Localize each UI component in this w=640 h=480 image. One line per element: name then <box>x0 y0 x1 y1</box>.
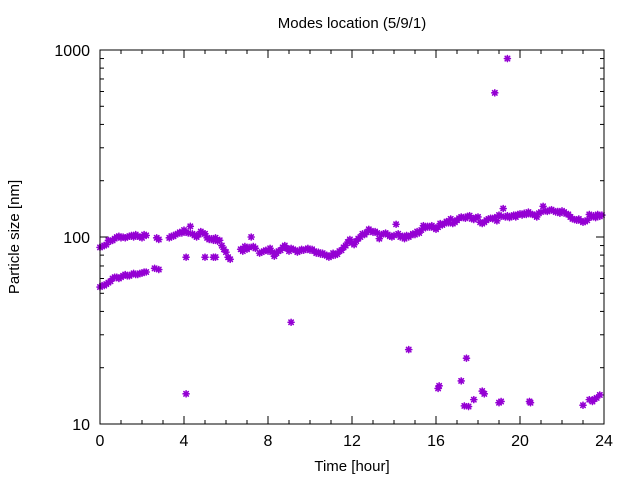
x-axis-title: Time [hour] <box>314 458 389 475</box>
marker-stroke <box>598 212 605 219</box>
x-tick-label: 12 <box>343 433 361 450</box>
marker-stroke <box>500 205 507 212</box>
data-point <box>404 345 413 354</box>
marker-stroke <box>470 396 477 403</box>
marker-stroke <box>212 234 219 241</box>
marker-stroke <box>498 398 505 405</box>
data-point <box>462 354 471 362</box>
data-point <box>499 204 508 213</box>
data-point <box>142 231 150 240</box>
marker-stroke <box>586 396 593 403</box>
data-point <box>480 390 489 398</box>
data-point <box>182 253 190 261</box>
marker-stroke <box>346 236 353 243</box>
marker-stroke <box>474 213 482 220</box>
y-tick-label: 10 <box>72 417 90 434</box>
data-point <box>497 397 505 406</box>
marker-stroke <box>436 382 443 389</box>
x-tick-label: 24 <box>595 433 613 450</box>
marker-stroke <box>222 249 230 256</box>
data-point <box>392 220 400 229</box>
marker-stroke <box>374 230 381 237</box>
x-tick-label: 16 <box>427 433 445 450</box>
marker-stroke <box>458 377 465 384</box>
marker-stroke <box>248 233 255 241</box>
x-tick-label: 8 <box>264 433 273 450</box>
data-point <box>464 402 473 411</box>
marker-stroke <box>201 254 209 261</box>
marker-stroke <box>212 254 219 261</box>
marker-stroke <box>288 319 295 326</box>
marker-stroke <box>183 254 190 261</box>
data-point <box>595 391 604 399</box>
marker-stroke <box>395 230 402 237</box>
data-point <box>222 248 230 256</box>
data-point <box>211 253 220 261</box>
data-point <box>247 233 255 241</box>
data-point <box>503 54 512 63</box>
marker-stroke <box>491 89 498 96</box>
plot-frame <box>99 49 605 425</box>
data-point <box>579 401 587 410</box>
marker-stroke <box>527 399 534 406</box>
marker-stroke <box>504 55 511 62</box>
data-point <box>583 216 592 224</box>
marker-stroke <box>155 236 162 243</box>
y-tick-label: 1000 <box>54 43 90 60</box>
marker-stroke <box>481 390 488 397</box>
marker-stroke <box>466 212 473 219</box>
data-point <box>598 211 606 219</box>
data-point <box>155 235 163 244</box>
marker-stroke <box>596 391 603 398</box>
marker-stroke <box>493 217 500 224</box>
data-point <box>457 377 466 385</box>
x-tick-label: 4 <box>180 433 189 450</box>
data-point <box>435 382 443 390</box>
data-point <box>592 394 601 402</box>
data-point <box>490 89 499 97</box>
marker-stroke <box>463 355 470 362</box>
axes: 0 4 8 12 16 20 24 10 100 1000 <box>54 43 613 450</box>
marker-stroke <box>187 223 194 230</box>
data-point <box>182 390 190 398</box>
data-points <box>96 54 606 411</box>
y-axis-title: Particle size [nm] <box>6 180 23 294</box>
marker-stroke <box>491 214 498 221</box>
marker-stroke <box>405 346 412 353</box>
data-point <box>201 253 209 261</box>
chart-title: Modes location (5/9/1) <box>278 15 426 32</box>
data-point <box>215 236 224 245</box>
x-tick-label: 0 <box>96 433 105 450</box>
data-point <box>287 318 295 327</box>
y-tick-label: 100 <box>63 230 90 247</box>
marker-stroke <box>465 403 472 410</box>
marker-stroke <box>227 256 234 263</box>
marker-stroke <box>218 242 225 249</box>
data-point <box>493 217 501 225</box>
marker-stroke <box>447 215 454 222</box>
data-point <box>142 268 150 276</box>
marker-stroke <box>183 390 190 397</box>
marker-stroke <box>143 232 150 239</box>
marker-stroke <box>579 402 587 409</box>
marker-stroke <box>216 237 223 244</box>
x-tick-label: 20 <box>511 433 529 450</box>
data-point <box>155 265 163 274</box>
data-point <box>526 398 535 407</box>
marker-stroke <box>252 245 259 252</box>
marker-stroke <box>393 221 400 228</box>
data-point <box>474 213 482 221</box>
data-point <box>469 395 478 404</box>
data-point <box>186 222 195 231</box>
data-point <box>251 244 260 253</box>
marker-stroke <box>143 268 150 275</box>
marker-stroke <box>267 245 274 252</box>
marker-stroke <box>201 230 209 237</box>
marker-stroke <box>540 203 547 210</box>
marker-stroke <box>155 266 162 273</box>
data-point <box>226 255 234 264</box>
